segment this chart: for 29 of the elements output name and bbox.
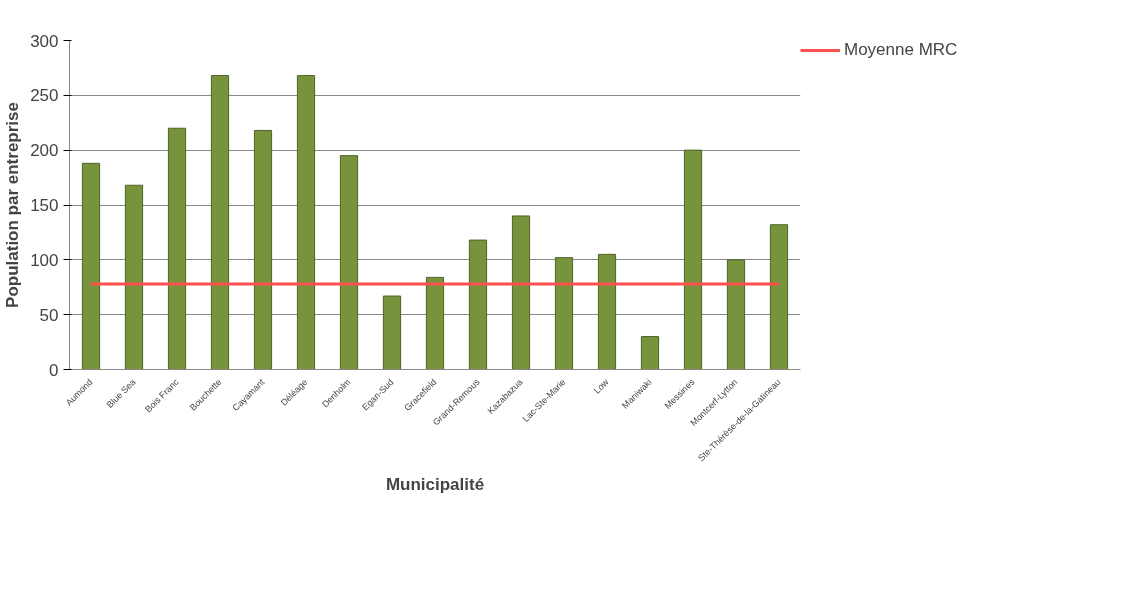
bar bbox=[81, 162, 101, 370]
bar bbox=[554, 257, 574, 370]
bar bbox=[769, 224, 789, 370]
bar bbox=[683, 149, 703, 370]
bar bbox=[640, 336, 660, 370]
bar bbox=[597, 253, 617, 370]
bar bbox=[726, 259, 746, 370]
bar bbox=[468, 239, 488, 370]
bar bbox=[124, 184, 144, 370]
y-tick-label: 200 bbox=[30, 141, 59, 161]
y-tick-label: 150 bbox=[30, 196, 59, 215]
bar bbox=[511, 215, 531, 370]
bar bbox=[339, 155, 359, 370]
x-axis-title: Municipalité bbox=[385, 474, 485, 494]
x-tick-label: Blue Sea bbox=[104, 376, 138, 410]
y-tick-label: 300 bbox=[30, 31, 59, 51]
y-tick-label: 100 bbox=[30, 250, 59, 270]
bar bbox=[253, 129, 273, 370]
bar bbox=[167, 127, 187, 370]
y-axis-title: Population par entreprise bbox=[3, 102, 23, 308]
bar bbox=[382, 295, 402, 370]
bar bbox=[210, 75, 230, 370]
y-tick-label: 250 bbox=[30, 86, 59, 106]
x-tick-label: Low bbox=[591, 376, 611, 396]
bar bbox=[296, 75, 316, 370]
legend-label: Moyenne MRC bbox=[844, 40, 958, 60]
bar bbox=[425, 276, 445, 370]
y-tick-label: 0 bbox=[49, 360, 59, 380]
y-tick-label: 50 bbox=[39, 305, 59, 325]
